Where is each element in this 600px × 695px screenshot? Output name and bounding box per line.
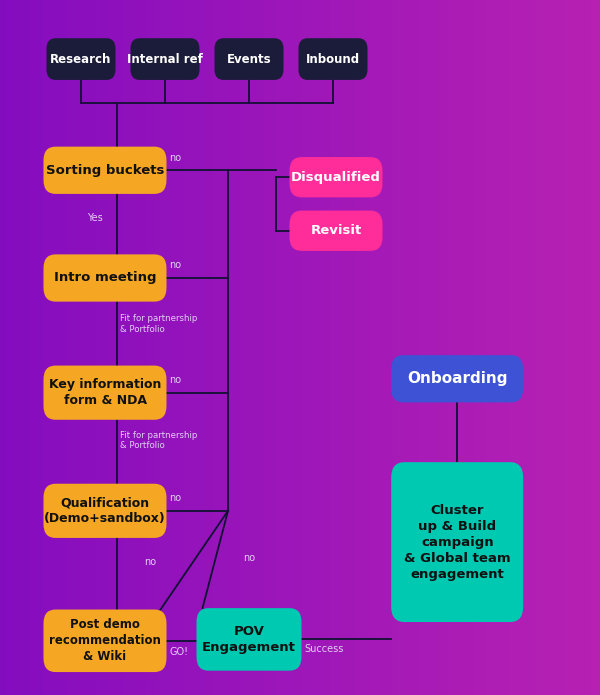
Text: Disqualified: Disqualified: [291, 171, 381, 183]
Text: no: no: [169, 493, 182, 503]
Text: Onboarding: Onboarding: [407, 371, 508, 386]
Text: Post demo
recommendation
& Wiki: Post demo recommendation & Wiki: [49, 619, 161, 663]
Text: Qualification
(Demo+sandbox): Qualification (Demo+sandbox): [44, 496, 166, 525]
FancyBboxPatch shape: [215, 38, 284, 80]
Text: no: no: [169, 152, 182, 163]
FancyBboxPatch shape: [197, 608, 301, 671]
FancyBboxPatch shape: [391, 355, 523, 402]
FancyBboxPatch shape: [290, 157, 383, 197]
FancyBboxPatch shape: [44, 147, 166, 194]
FancyBboxPatch shape: [44, 366, 166, 420]
FancyBboxPatch shape: [299, 38, 367, 80]
Text: Intro meeting: Intro meeting: [54, 272, 156, 284]
Text: Yes: Yes: [87, 213, 103, 222]
Text: no: no: [169, 260, 182, 270]
Text: POV
Engagement: POV Engagement: [202, 625, 296, 654]
Text: Research: Research: [50, 53, 112, 65]
Text: Fit for partnership
& Portfolio: Fit for partnership & Portfolio: [120, 314, 197, 334]
Text: Cluster
up & Build
campaign
& Global team
engagement: Cluster up & Build campaign & Global tea…: [404, 504, 511, 580]
Text: Key information
form & NDA: Key information form & NDA: [49, 378, 161, 407]
Text: Inbound: Inbound: [306, 53, 360, 65]
FancyBboxPatch shape: [391, 462, 523, 622]
FancyBboxPatch shape: [290, 211, 383, 251]
FancyBboxPatch shape: [44, 484, 166, 538]
FancyBboxPatch shape: [44, 254, 166, 302]
FancyBboxPatch shape: [47, 38, 115, 80]
Text: Internal ref: Internal ref: [127, 53, 203, 65]
Text: no: no: [144, 557, 156, 567]
Text: no: no: [169, 375, 182, 385]
Text: no: no: [243, 553, 255, 563]
FancyBboxPatch shape: [131, 38, 199, 80]
Text: Success: Success: [304, 644, 344, 654]
Text: Events: Events: [227, 53, 271, 65]
Text: Fit for partnership
& Portfolio: Fit for partnership & Portfolio: [120, 431, 197, 450]
Text: Revisit: Revisit: [310, 224, 362, 237]
Text: Sorting buckets: Sorting buckets: [46, 164, 164, 177]
Text: GO!: GO!: [169, 646, 188, 657]
FancyBboxPatch shape: [44, 610, 166, 672]
